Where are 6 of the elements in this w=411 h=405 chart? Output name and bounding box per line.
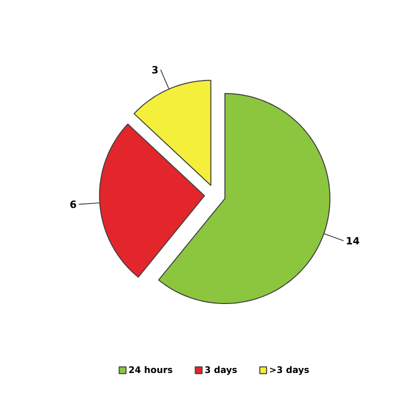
data-label: 3 [152, 66, 158, 74]
legend-label: 24 hours [129, 366, 172, 374]
legend-label: 3 days [205, 366, 237, 375]
data-label: 14 [346, 237, 360, 244]
data-label: 6 [70, 200, 76, 208]
legend-label: >3 days [270, 366, 309, 375]
